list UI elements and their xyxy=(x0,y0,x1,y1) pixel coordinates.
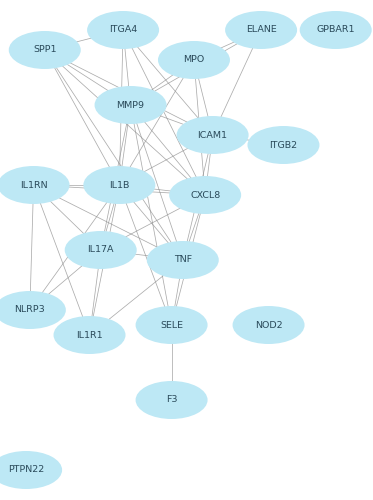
Text: GPBAR1: GPBAR1 xyxy=(316,26,355,35)
Ellipse shape xyxy=(0,451,62,489)
Ellipse shape xyxy=(147,241,219,279)
Text: CXCL8: CXCL8 xyxy=(190,190,220,200)
Ellipse shape xyxy=(300,11,372,49)
Text: SPP1: SPP1 xyxy=(33,46,57,54)
Text: ELANE: ELANE xyxy=(246,26,276,35)
Text: TNF: TNF xyxy=(174,256,192,264)
Ellipse shape xyxy=(135,306,208,344)
Ellipse shape xyxy=(0,166,70,204)
Ellipse shape xyxy=(135,381,208,419)
Text: IL1B: IL1B xyxy=(109,180,129,190)
Text: ITGB2: ITGB2 xyxy=(269,140,298,149)
Ellipse shape xyxy=(225,11,297,49)
Text: IL1R1: IL1R1 xyxy=(76,330,103,340)
Text: MMP9: MMP9 xyxy=(116,100,145,110)
Ellipse shape xyxy=(158,41,230,79)
Text: IL1RN: IL1RN xyxy=(20,180,47,190)
Ellipse shape xyxy=(169,176,241,214)
Text: MPO: MPO xyxy=(184,56,204,64)
Ellipse shape xyxy=(53,316,126,354)
Text: ITGA4: ITGA4 xyxy=(109,26,137,35)
Text: NOD2: NOD2 xyxy=(255,320,282,330)
Ellipse shape xyxy=(232,306,305,344)
Ellipse shape xyxy=(247,126,320,164)
Ellipse shape xyxy=(83,166,156,204)
Ellipse shape xyxy=(94,86,167,124)
Text: NLRP3: NLRP3 xyxy=(15,306,45,314)
Ellipse shape xyxy=(9,31,81,69)
Text: IL17A: IL17A xyxy=(87,246,114,254)
Text: SELE: SELE xyxy=(160,320,183,330)
Ellipse shape xyxy=(176,116,249,154)
Text: PTPN22: PTPN22 xyxy=(8,466,44,474)
Ellipse shape xyxy=(65,231,137,269)
Text: F3: F3 xyxy=(166,396,177,404)
Text: ICAM1: ICAM1 xyxy=(198,130,228,140)
Ellipse shape xyxy=(87,11,159,49)
Ellipse shape xyxy=(0,291,66,329)
